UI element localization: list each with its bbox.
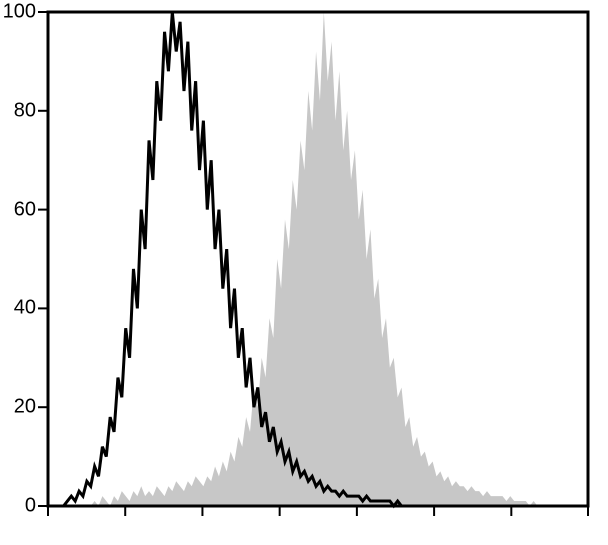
plot-svg: [0, 0, 608, 545]
ytick-label: 80: [0, 99, 36, 122]
ytick-label: 100: [0, 1, 36, 24]
ytick-label: 60: [0, 198, 36, 221]
ytick-label: 20: [0, 396, 36, 419]
ytick-label: 40: [0, 297, 36, 320]
series-stained: [48, 12, 588, 506]
ytick-label: 0: [0, 495, 36, 518]
histogram-chart: { "chart": { "type": "histogram", "width…: [0, 0, 608, 545]
